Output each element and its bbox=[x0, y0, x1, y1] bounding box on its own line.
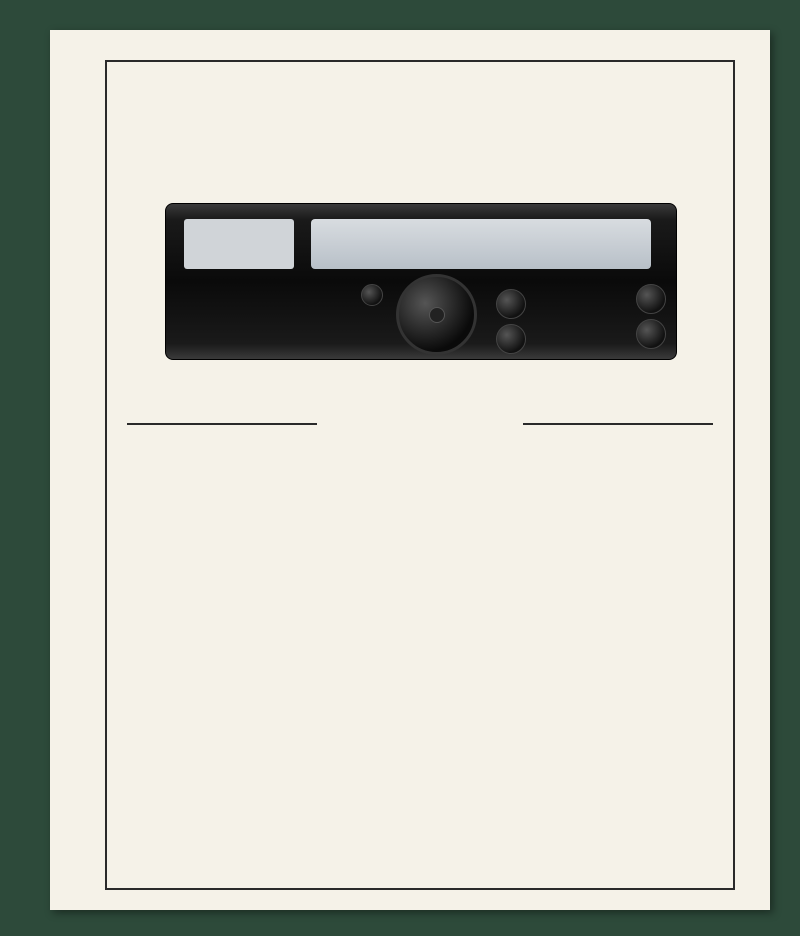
page-header bbox=[127, 80, 713, 108]
knob bbox=[361, 284, 383, 306]
page-border bbox=[105, 60, 735, 890]
tuning-knob bbox=[396, 274, 477, 355]
transceiver-diagram bbox=[140, 123, 700, 413]
radio-body bbox=[165, 203, 677, 360]
knob bbox=[496, 324, 526, 354]
manual-page bbox=[50, 30, 770, 910]
radio-meter bbox=[184, 219, 294, 269]
knob bbox=[636, 284, 666, 314]
keypad bbox=[184, 279, 349, 347]
button-grid bbox=[541, 284, 550, 293]
knob bbox=[636, 319, 666, 349]
spiral-binding bbox=[18, 40, 68, 910]
radio-display bbox=[311, 219, 651, 269]
knob bbox=[496, 289, 526, 319]
